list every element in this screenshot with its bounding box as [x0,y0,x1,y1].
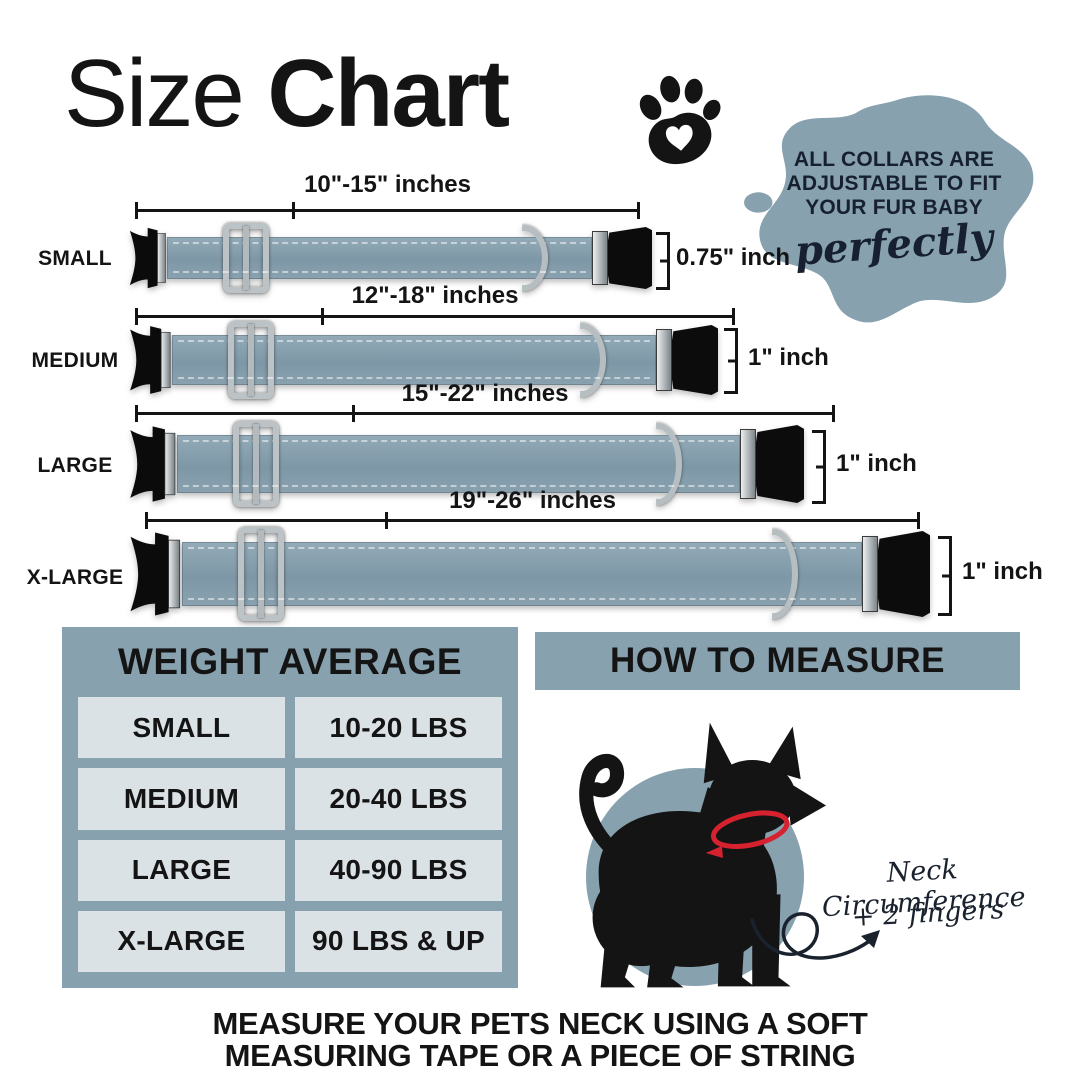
buckle-male-icon [129,227,166,289]
buckle-female-icon [608,227,652,289]
collar-graphic-xlarge [128,527,930,621]
measure-line-large [135,405,835,422]
how-to-measure-title: HOW TO MEASURE [535,632,1020,690]
collar-size-label-xlarge: X-LARGE [26,566,124,589]
badge-script-word: perfectly [793,214,995,275]
dog-silhouette-icon [579,722,826,988]
page-title: Size Chart [64,43,510,145]
measure-line-xlarge [145,512,920,529]
width-bracket-small [656,232,670,290]
badge-blob [744,95,1034,323]
width-bracket-xlarge [938,536,952,616]
table-cell-size: LARGE [78,839,285,901]
page-title-regular: Size [64,40,245,147]
table-cell-size: X-LARGE [78,910,285,972]
slider-adjuster-icon [238,527,285,621]
collar-width-small: 0.75" inch [676,244,791,271]
collar-width-medium: 1" inch [748,344,829,371]
table-cell-size: SMALL [78,697,285,759]
weight-average-table: WEIGHT AVERAGE SMALL 10-20 LBS MEDIUM 20… [62,627,518,988]
paw-heart-icon [639,75,721,165]
buckle-plate-icon [656,329,672,391]
buckle-female-icon [672,325,718,395]
table-cell-weight: 20-40 LBS [295,768,502,830]
footer-instruction-line-1: MEASURE YOUR PETS NECK USING A SOFT [212,1006,868,1041]
measure-line-mid-tick [321,308,324,325]
buckle-plate-icon [740,429,756,499]
d-ring-icon [772,529,798,619]
slider-adjuster-icon [223,223,270,293]
measure-line-mid-tick [385,512,389,529]
width-bracket-large [812,430,826,504]
measure-line-medium [135,308,735,325]
collar-size-label-medium: MEDIUM [31,349,119,372]
measure-line-mid-tick [291,202,295,219]
collar-graphic-medium [128,321,718,399]
weight-table-title: WEIGHT AVERAGE [117,641,463,682]
table-cell-size: MEDIUM [78,768,285,830]
badge-line-2: ADJUSTABLE TO FIT [786,172,1002,195]
buckle-female-icon [756,425,804,503]
badge-line-1: ALL COLLARS ARE [793,148,995,171]
buckle-plate-icon [862,536,878,612]
width-bracket-medium [724,328,738,394]
collar-range-small: 10"-15" inches [304,171,471,198]
buckle-female-icon [878,531,930,617]
slider-adjuster-icon [228,321,275,399]
collar-graphic-small [128,223,652,293]
buckle-male-icon [130,426,176,502]
collar-strap [172,321,656,399]
buckle-plate-icon [592,231,608,285]
footer-instruction-line-2: MEASURING TAPE OR A PIECE OF STRING [224,1038,856,1073]
loop-arrow-icon [750,912,880,960]
collar-strap [167,223,592,293]
collar-strap [177,421,740,507]
collar-strap [182,527,862,621]
weight-table-grid: SMALL 10-20 LBS MEDIUM 20-40 LBS LARGE 4… [78,697,502,972]
collar-width-xlarge: 1" inch [962,558,1043,585]
collar-range-medium: 12"-18" inches [351,282,519,309]
collar-range-xlarge: 19"-26" inches [449,487,616,514]
collar-range-large: 15"-22" inches [401,380,569,407]
collar-size-label-small: SMALL [38,247,112,270]
collar-width-large: 1" inch [836,450,917,477]
measure-line-small [135,202,640,219]
collar-size-label-large: LARGE [37,454,113,477]
badge-line-3: YOUR FUR BABY [805,196,983,219]
table-cell-weight: 90 LBS & UP [295,910,502,972]
table-cell-weight: 10-20 LBS [295,697,502,759]
table-cell-weight: 40-90 LBS [295,839,502,901]
badge-text: ALL COLLARS ARE ADJUSTABLE TO FIT YOUR F… [768,148,1020,275]
page-title-bold: Chart [267,40,510,147]
buckle-male-icon [130,326,171,394]
slider-adjuster-icon [233,421,280,507]
buckle-male-icon [130,532,181,616]
measure-line-mid-tick [352,405,355,422]
collar-graphic-large [128,421,804,507]
